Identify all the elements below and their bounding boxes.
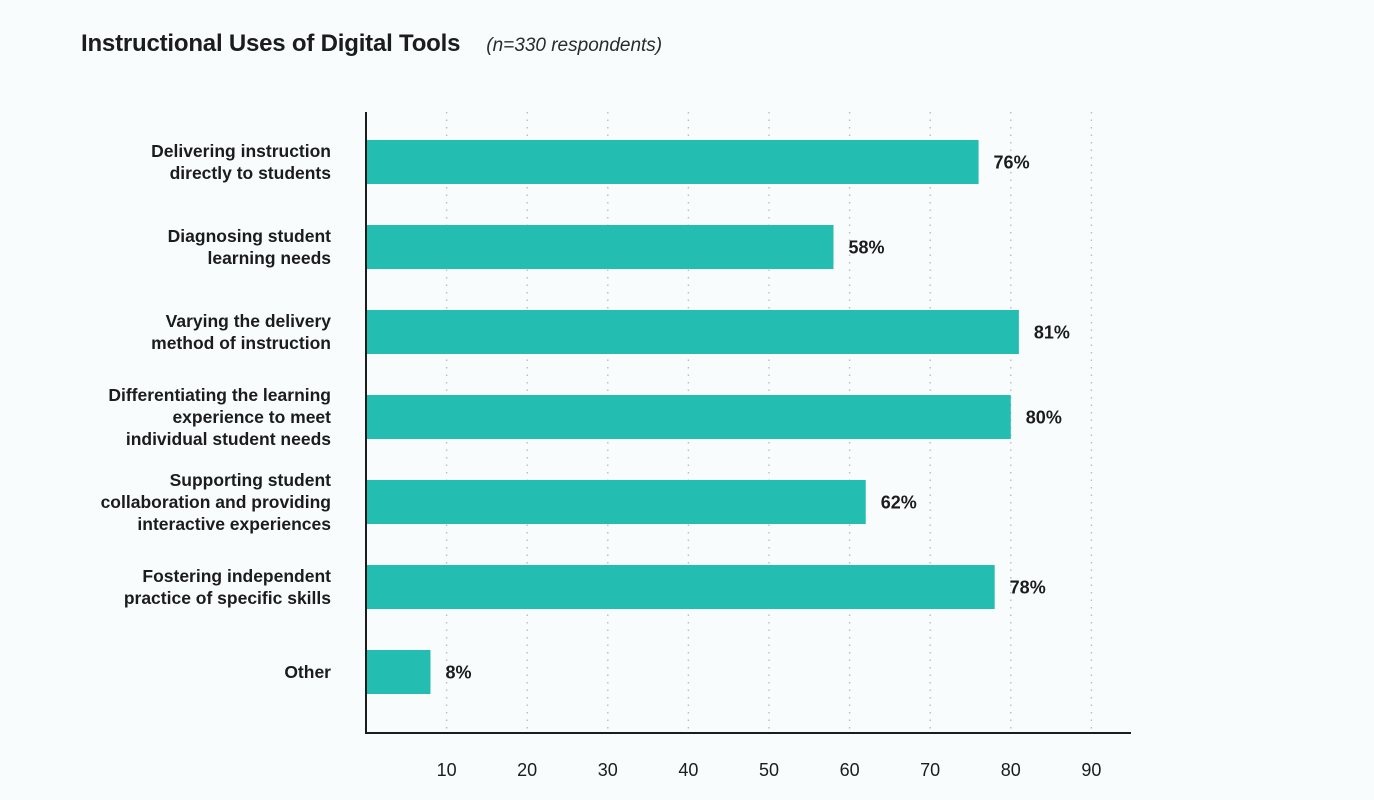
category-label: directly to students — [170, 163, 332, 183]
bar — [366, 395, 1011, 439]
bar — [366, 310, 1019, 354]
chart-subtitle: (n=330 respondents) — [486, 35, 663, 56]
title-row: Instructional Uses of Digital Tools (n=3… — [81, 30, 662, 58]
category-label: Other — [284, 662, 331, 682]
category-label: Diagnosing student — [168, 226, 332, 246]
x-tick-label: 70 — [920, 760, 940, 780]
category-label: Differentiating the learning — [108, 385, 331, 405]
x-tick-label: 80 — [1001, 760, 1021, 780]
bar-value-label: 8% — [445, 663, 471, 683]
category-label: experience to meet — [172, 407, 331, 427]
bar — [366, 565, 995, 609]
x-tick-label: 30 — [598, 760, 618, 780]
bar-value-label: 76% — [994, 153, 1030, 173]
bar-value-label: 62% — [881, 493, 917, 513]
bar-value-label: 80% — [1026, 408, 1062, 428]
bar — [366, 225, 834, 269]
x-tick-label: 60 — [840, 760, 860, 780]
bar — [366, 480, 866, 524]
category-label: learning needs — [207, 248, 331, 268]
x-tick-label: 50 — [759, 760, 779, 780]
x-tick-label: 40 — [678, 760, 698, 780]
category-label: Delivering instruction — [151, 141, 331, 161]
chart-title: Instructional Uses of Digital Tools — [81, 30, 461, 57]
bar-value-label: 78% — [1010, 578, 1046, 598]
category-label: Fostering independent — [142, 566, 331, 586]
category-label: practice of specific skills — [124, 588, 331, 608]
category-label: collaboration and providing — [101, 492, 331, 512]
bar-value-label: 58% — [848, 238, 884, 258]
bar — [366, 140, 979, 184]
x-tick-label: 90 — [1081, 760, 1101, 780]
category-label: individual student needs — [126, 429, 331, 449]
x-tick-label: 10 — [437, 760, 457, 780]
bar — [366, 650, 431, 694]
category-label: interactive experiences — [137, 514, 331, 534]
category-label: method of instruction — [151, 333, 331, 353]
category-label: Varying the delivery — [166, 311, 332, 331]
bar-value-label: 81% — [1034, 323, 1070, 343]
x-tick-label: 20 — [517, 760, 537, 780]
category-label: Supporting student — [170, 470, 332, 490]
